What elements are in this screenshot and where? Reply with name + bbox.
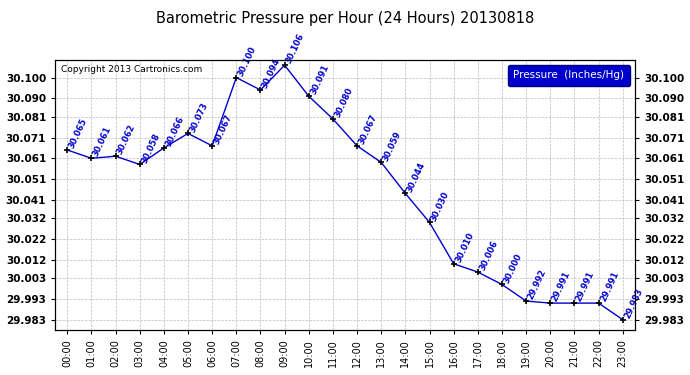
Text: 30.062: 30.062: [115, 123, 137, 156]
Text: Barometric Pressure per Hour (24 Hours) 20130818: Barometric Pressure per Hour (24 Hours) …: [156, 11, 534, 26]
Text: 30.058: 30.058: [139, 132, 161, 165]
Text: 30.091: 30.091: [308, 63, 331, 96]
Text: 30.100: 30.100: [236, 45, 258, 78]
Text: 30.067: 30.067: [212, 113, 234, 146]
Text: 29.991: 29.991: [574, 270, 596, 303]
Text: 30.030: 30.030: [429, 190, 451, 222]
Text: 30.106: 30.106: [284, 32, 306, 65]
Text: 30.066: 30.066: [164, 115, 186, 148]
Text: 30.000: 30.000: [502, 252, 524, 285]
Text: 30.067: 30.067: [357, 113, 379, 146]
Text: 30.059: 30.059: [381, 129, 403, 162]
Text: 29.992: 29.992: [526, 268, 548, 301]
Text: 29.983: 29.983: [622, 287, 644, 320]
Text: 30.080: 30.080: [333, 86, 355, 119]
Text: 30.006: 30.006: [477, 239, 500, 272]
Text: Copyright 2013 Cartronics.com: Copyright 2013 Cartronics.com: [61, 65, 202, 74]
Legend: Pressure  (Inches/Hg): Pressure (Inches/Hg): [508, 65, 629, 86]
Text: 30.094: 30.094: [260, 57, 282, 90]
Text: 30.061: 30.061: [91, 125, 113, 158]
Text: 30.010: 30.010: [453, 231, 475, 264]
Text: 30.044: 30.044: [405, 160, 427, 194]
Text: 30.073: 30.073: [188, 100, 210, 134]
Text: 29.991: 29.991: [598, 270, 620, 303]
Text: 29.991: 29.991: [550, 270, 572, 303]
Text: 30.065: 30.065: [68, 117, 89, 150]
